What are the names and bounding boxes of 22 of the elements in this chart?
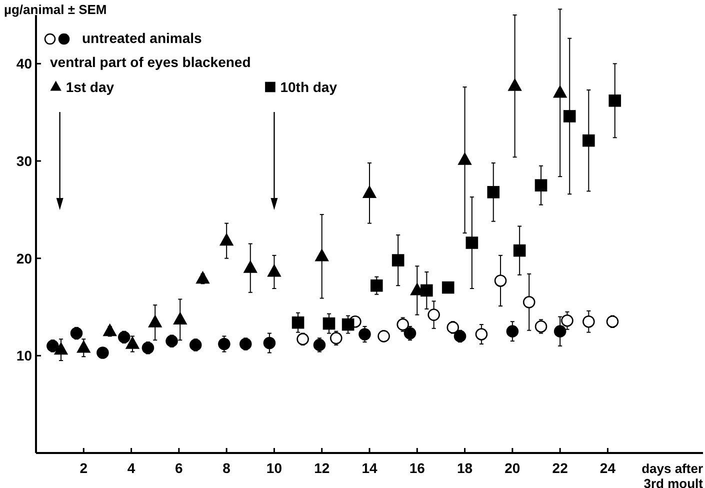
y-tick-label: 40 [16,56,32,72]
x-tick-label: 18 [456,460,473,476]
x-tick-label: 16 [409,460,426,476]
x-tick-label: 22 [552,460,568,476]
legend-label: 10th day [280,79,338,95]
y-tick-label: 20 [16,250,32,266]
x-axis-title: days after 3rd moult [642,461,704,488]
legend-label: 1st day [66,79,114,95]
x-tick-label: 6 [175,460,184,476]
legend-label: untreated animals [82,30,202,46]
x-tick-label: 2 [80,460,88,476]
x-tick-label: 12 [314,460,330,476]
y-axis-title: µg/animal ± SEM [4,2,107,17]
x-tick-label: 24 [600,460,616,476]
x-tick-label: 20 [504,460,520,476]
x-tick-label: 8 [222,460,231,476]
x-tick-label: 10 [266,460,282,476]
x-tick-label: 4 [127,460,136,476]
y-tick-label: 30 [16,153,32,169]
annotation: ventral part of eyes blackened [50,54,251,70]
y-tick-label: 10 [16,348,32,364]
x-tick-label: 14 [362,460,378,476]
